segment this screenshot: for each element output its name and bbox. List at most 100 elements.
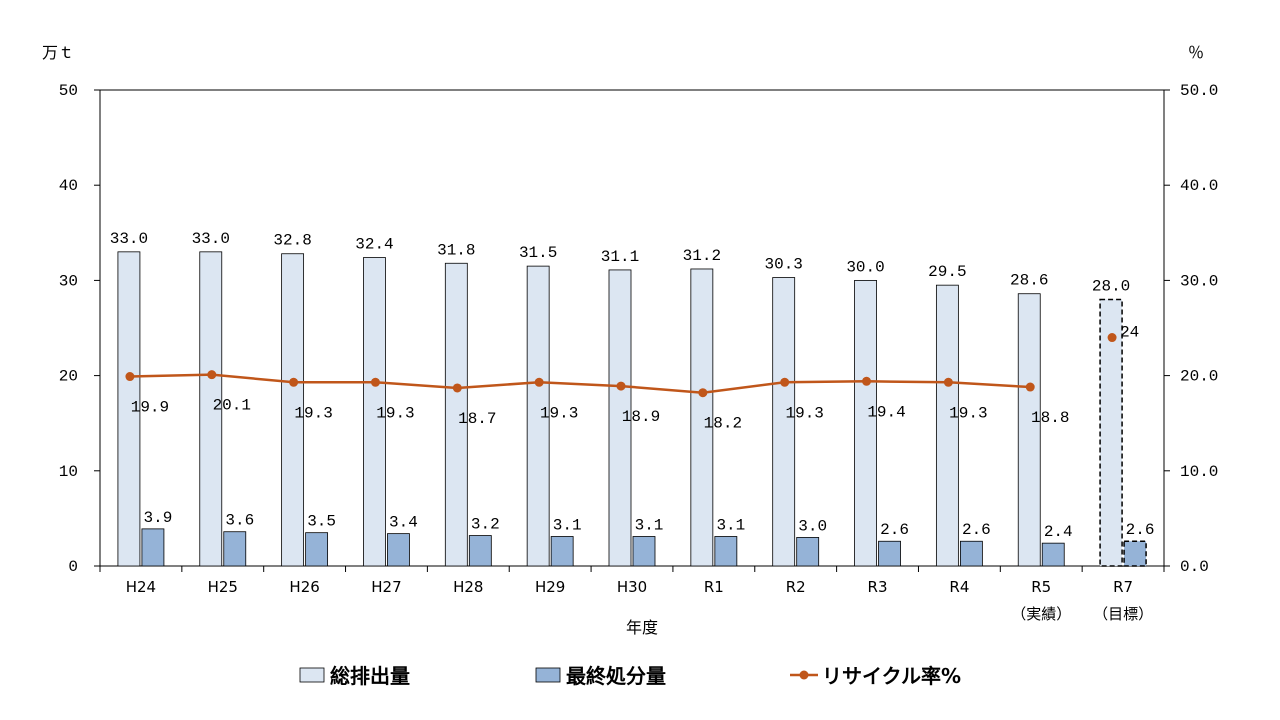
right-axis-tick-label: 0.0 <box>1180 558 1209 576</box>
bar-final-label: 3.0 <box>798 517 827 535</box>
bar-total-label: 30.0 <box>846 258 884 276</box>
bar-total-label: 30.3 <box>764 256 802 274</box>
bar-total-label: 31.5 <box>519 244 557 262</box>
recycling-rate-target-label: 24 <box>1120 324 1139 342</box>
legend-label-rate: リサイクル率% <box>822 664 961 688</box>
bar-final <box>1041 542 1065 567</box>
x-axis-category-label: H29 <box>535 578 565 596</box>
recycling-rate-point <box>125 372 135 382</box>
recycling-rate-label: 19.9 <box>131 399 169 417</box>
plot-frame <box>99 89 1165 567</box>
right-axis-tick-label: 10.0 <box>1180 463 1218 481</box>
bar-final-label: 3.2 <box>471 516 500 534</box>
x-axis-category-label: R5 <box>1031 578 1051 596</box>
bar-final-label: 3.4 <box>389 514 418 532</box>
left-axis-tick-label: 50 <box>59 82 78 100</box>
bar-total <box>526 265 550 567</box>
recycling-rate-point <box>780 377 790 387</box>
bar-final-label: 3.1 <box>553 516 582 534</box>
right-axis-unit: ％ <box>1188 43 1204 62</box>
recycling-rate-label: 18.7 <box>458 410 496 428</box>
recycling-rate-label: 19.3 <box>540 404 578 422</box>
recycling-rate-point <box>943 377 953 387</box>
legend-swatch-total <box>299 667 325 683</box>
bar-final <box>959 540 983 567</box>
bar-final <box>387 533 410 567</box>
bar-total-label: 31.1 <box>601 248 639 266</box>
x-axis-category-label: R7 <box>1113 578 1133 596</box>
recycling-rate-label: 19.3 <box>376 404 414 422</box>
recycling-rate-point <box>1025 382 1035 392</box>
bar-total <box>1017 293 1041 567</box>
bar-total <box>444 262 468 567</box>
left-axis-tick-label: 30 <box>59 272 78 290</box>
recycling-rate-line <box>129 373 1031 394</box>
bar-final-label: 3.9 <box>144 509 173 527</box>
bar-total-label: 33.0 <box>110 230 148 248</box>
legend: 総排出量 最終処分量 リサイクル率% <box>299 664 961 688</box>
recycling-rate-label: 19.4 <box>867 403 905 421</box>
recycling-rate-point <box>452 383 462 393</box>
bar-final <box>141 528 165 567</box>
bar-final-label: 2.4 <box>1044 523 1073 541</box>
bar-total <box>363 257 386 567</box>
x-axis-category-label: H30 <box>617 578 647 596</box>
bar-total <box>281 253 305 567</box>
bar-final-label: 3.5 <box>307 513 336 531</box>
bar-final <box>223 531 247 567</box>
bar-final <box>305 532 329 567</box>
bar-total-target <box>1099 298 1123 567</box>
recycling-rate-label: 19.3 <box>294 404 332 422</box>
bar-total <box>199 251 223 567</box>
recycling-rate-point <box>862 376 872 386</box>
bar-final <box>468 535 492 567</box>
bar-total-label: 31.2 <box>683 247 721 265</box>
x-axis-category-label: H27 <box>371 578 401 596</box>
bar-final-label: 3.1 <box>635 516 664 534</box>
recycling-rate-point <box>616 381 626 391</box>
recycling-rate-target-point <box>1107 333 1117 343</box>
recycling-rate-point <box>289 377 299 387</box>
bar-total <box>608 269 632 567</box>
recycling-rate-label: 20.1 <box>213 397 251 415</box>
bar-final <box>878 540 901 567</box>
bar-total-label: 28.0 <box>1092 277 1130 295</box>
right-axis-tick-label: 30.0 <box>1180 272 1218 290</box>
x-axis-category-label: H25 <box>208 578 238 596</box>
bar-total-label: 33.0 <box>192 230 230 248</box>
x-axis-category-label: H26 <box>289 578 319 596</box>
plot-area: 0 10 20 30 40 50 0.0 10.0 20.0 30.0 40.0 50.0 33.0 3.… <box>59 82 1219 623</box>
right-axis-tick-label: 40.0 <box>1180 177 1218 195</box>
bar-total-label: 29.5 <box>928 263 966 281</box>
left-axis-tick-label: 10 <box>59 463 78 481</box>
bar-total-label: 31.8 <box>437 241 475 259</box>
right-axis-tick-label: 50.0 <box>1180 82 1218 100</box>
bar-total <box>935 284 959 567</box>
legend-swatch-final <box>535 667 561 683</box>
bar-total <box>772 277 796 567</box>
bar-final-label: 2.6 <box>1126 521 1155 539</box>
x-axis-category-label: H28 <box>453 578 483 596</box>
left-axis-tick-label: 0 <box>68 558 78 576</box>
bar-total <box>117 251 141 567</box>
left-axis-tick-label: 20 <box>59 368 78 386</box>
bar-final <box>632 536 656 567</box>
recycling-rate-point <box>370 377 380 387</box>
legend-label-total: 総排出量 <box>330 664 410 688</box>
right-axis-tick-label: 20.0 <box>1180 368 1218 386</box>
bar-final-label: 3.6 <box>225 512 254 530</box>
x-axis-category-label: R4 <box>949 578 969 596</box>
bar-total-label: 32.8 <box>273 232 311 250</box>
x-axis-category-label: R3 <box>868 578 888 596</box>
left-axis-unit: 万ｔ <box>42 43 74 62</box>
recycling-rate-point <box>698 388 708 398</box>
x-axis-category-label: R2 <box>786 578 806 596</box>
bar-final <box>714 536 738 567</box>
recycling-rate-point <box>207 370 217 380</box>
bar-total-label: 28.6 <box>1010 272 1048 290</box>
recycling-rate-label: 18.8 <box>1031 409 1069 427</box>
recycling-rate-label: 19.3 <box>785 404 823 422</box>
x-axis-category-label: R1 <box>704 578 724 596</box>
bar-final-label: 2.6 <box>880 521 909 539</box>
